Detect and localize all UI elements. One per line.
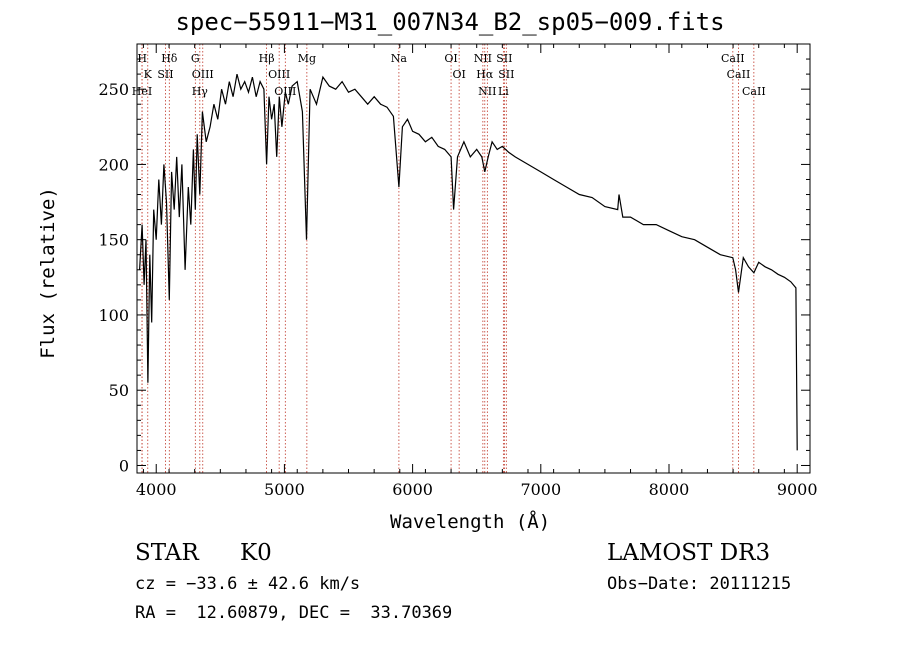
x-axis-label: Wavelength (Å)	[390, 511, 551, 533]
redshift-value: cz = −33.6 ± 42.6 km/s	[135, 574, 361, 594]
spectrum-line	[139, 73, 798, 451]
survey-name: LAMOST DR3	[607, 540, 771, 566]
line-marker-label: CaII	[721, 52, 745, 65]
line-marker-label: OIII	[192, 68, 214, 81]
line-marker-label: Hα	[476, 68, 494, 81]
line-marker-label: HeI	[132, 85, 152, 98]
line-marker-label: G	[191, 52, 200, 65]
object-subclass: K0	[240, 540, 272, 566]
line-marker-label: Li	[498, 85, 509, 98]
chart-title: spec−55911−M31_007N34_B2_sp05−009.fits	[175, 8, 725, 36]
x-axis-ticks: 4000 5000 6000 7000 8000 9000	[136, 44, 818, 499]
line-marker-label: NII	[478, 85, 496, 98]
coordinates: RA = 12.60879, DEC = 33.70369	[135, 603, 453, 623]
y-tick-label: 0	[119, 456, 129, 475]
x-tick-label: 6000	[392, 480, 433, 499]
line-marker-label: H	[137, 52, 147, 65]
line-marker-label: SII	[496, 52, 512, 65]
object-class: STAR	[135, 540, 199, 566]
x-tick-label: 8000	[649, 480, 690, 499]
y-tick-label: 250	[98, 80, 129, 99]
obs-date: Obs−Date: 20111215	[607, 574, 792, 594]
y-tick-label: 200	[98, 155, 129, 174]
x-tick-label: 5000	[264, 480, 305, 499]
y-tick-label: 50	[109, 381, 129, 400]
line-marker-label: Hδ	[161, 52, 178, 65]
line-marker-label: OIII	[268, 68, 290, 81]
y-axis-ticks: 0 50 100 150 200 250	[98, 58, 810, 475]
line-marker-label: SII	[498, 68, 514, 81]
y-axis-label: Flux (relative)	[37, 187, 59, 359]
x-tick-label: 9000	[777, 480, 818, 499]
line-marker-label: Hβ	[259, 52, 275, 65]
line-marker-label: Mg	[298, 52, 316, 65]
x-tick-label: 4000	[136, 480, 177, 499]
y-tick-label: 100	[98, 306, 129, 325]
line-marker-label: OI	[444, 52, 457, 65]
x-tick-label: 7000	[520, 480, 561, 499]
line-marker-label: CaII	[742, 85, 766, 98]
line-markers	[141, 44, 755, 473]
y-tick-label: 150	[98, 231, 129, 250]
line-marker-label: NII	[474, 52, 492, 65]
line-marker-label: K	[144, 68, 153, 81]
line-marker-label: Na	[391, 52, 408, 65]
line-marker-label: SII	[157, 68, 173, 81]
plot-frame	[136, 43, 811, 474]
line-marker-label: OI	[452, 68, 465, 81]
line-marker-label: Hγ	[192, 85, 209, 98]
line-marker-label: CaII	[727, 68, 751, 81]
